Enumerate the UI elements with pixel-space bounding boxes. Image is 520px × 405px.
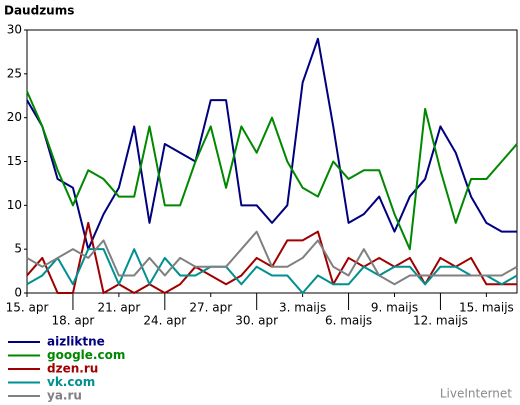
x-tick-label: 15. maijs (459, 301, 514, 315)
y-tick-label: 25 (7, 66, 22, 80)
y-tick-label: 30 (7, 23, 22, 37)
legend-label: ya.ru (47, 389, 82, 403)
legend-label: dzen.ru (47, 362, 98, 376)
y-tick-label: 20 (7, 110, 22, 124)
footer: LiveInternet (440, 387, 512, 401)
x-tick-label: 27. apr (189, 301, 232, 315)
legend-label: aizliktne (47, 335, 105, 349)
x-tick-label: 15. apr (6, 301, 49, 315)
y-tick-label: 0 (14, 286, 22, 300)
chart-title: Daudzums (4, 4, 74, 18)
series-line (26, 37, 517, 251)
x-tick-label: 12. maijs (413, 314, 468, 328)
series-line (26, 90, 518, 251)
x-tick-label: 9. maijs (371, 301, 418, 315)
legend-label: vk.com (47, 375, 95, 389)
x-tick-label: 30. apr (235, 314, 278, 328)
series-line (26, 230, 518, 286)
series-line (26, 248, 518, 294)
y-tick-label: 5 (14, 242, 22, 256)
x-tick-label: 3. maijs (279, 301, 326, 315)
y-tick-label: 10 (7, 198, 22, 212)
x-tick-label: 24. apr (143, 314, 186, 328)
x-tick-label: 21. apr (97, 301, 140, 315)
y-tick-label: 15 (7, 154, 22, 168)
plot-area (26, 29, 518, 294)
legend-label: google.com (47, 348, 125, 362)
x-tick-label: 18. apr (52, 314, 95, 328)
x-tick-label: 6. maijs (325, 314, 372, 328)
